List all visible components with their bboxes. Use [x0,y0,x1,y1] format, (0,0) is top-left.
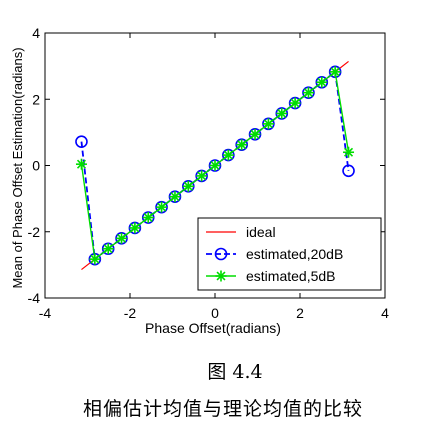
x-tick-label: -4 [39,305,52,321]
data-point [289,97,301,109]
y-tick-label: 0 [32,158,40,174]
data-point [302,87,314,99]
x-tick-label: 2 [296,305,304,321]
data-point [102,243,114,255]
legend-label: estimated,20dB [246,246,343,262]
data-point [156,201,168,213]
data-point [182,180,194,192]
data-point [222,149,234,161]
data-point [329,66,341,78]
legend-label: ideal [246,224,276,240]
data-point [75,158,87,170]
y-tick-label: 2 [32,91,40,107]
legend-marker [214,247,228,261]
legend-entry: ideal [206,224,276,240]
x-tick-label: -2 [124,305,137,321]
data-point [276,107,288,119]
x-tick-label: 4 [381,305,389,321]
y-tick-label: -2 [28,224,41,240]
data-point [169,191,181,203]
y-tick-label: -4 [28,290,41,306]
legend-entry: estimated,5dB [206,268,336,284]
legend-label: estimated,5dB [246,268,336,284]
data-point [249,128,261,140]
x-tick-label: 0 [211,305,219,321]
data-point [343,146,355,158]
data-point [262,118,274,130]
legend-entry: estimated,20dB [206,246,343,262]
data-point [316,76,328,88]
figure-caption: 相偏估计均值与理论均值的比较 [83,398,364,420]
data-point [116,232,128,244]
data-point [89,253,101,265]
data-point [236,139,248,151]
y-tick-label: 4 [32,25,40,41]
x-axis-label: Phase Offset(radians) [145,320,281,336]
legend-marker [215,270,227,282]
y-axis-label: Mean of Phase Offset Estimation(radians) [10,47,25,288]
data-point [196,170,208,182]
data-point [342,164,355,178]
series-3 [75,66,355,265]
data-point [75,135,88,148]
data-point [129,222,141,234]
data-point [209,160,221,171]
data-point [142,212,154,224]
figure-label: 图 4.4 [207,361,263,383]
